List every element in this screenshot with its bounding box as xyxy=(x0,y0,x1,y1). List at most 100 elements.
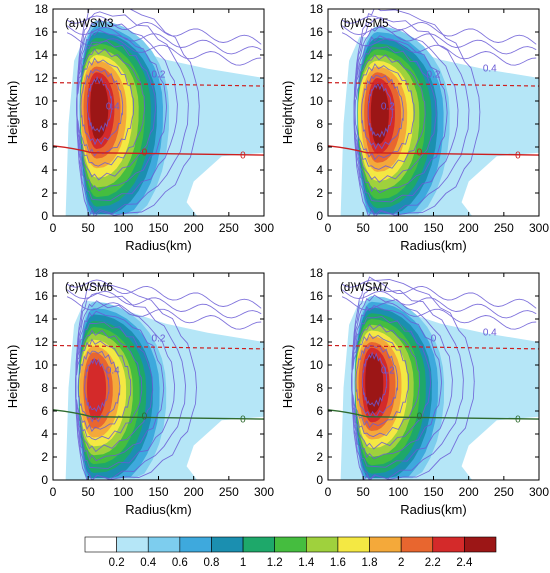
y-axis-label: Height(km) xyxy=(280,81,295,145)
contour-line xyxy=(87,75,113,133)
colorbar-tick-label: 2 xyxy=(398,557,404,569)
x-tick-label: 100 xyxy=(113,485,133,499)
contour-line xyxy=(362,351,388,407)
panel-3: 0 00.20.40 50 100 150 200 250 30002468101214161… xyxy=(5,266,274,517)
y-tick-label: 10 xyxy=(35,358,49,372)
x-tick-label: 300 xyxy=(529,221,549,235)
contour-value-label: 0 xyxy=(142,148,148,159)
contour-value-label: 0 xyxy=(515,414,521,425)
x-tick-label: 100 xyxy=(388,221,408,235)
y-tick-label: 0 xyxy=(41,209,48,223)
colorbar-tick-label: 0.4 xyxy=(140,557,157,569)
colorbar-swatch xyxy=(274,536,307,553)
contour-value-label: 0 xyxy=(417,148,423,159)
contour-line xyxy=(77,350,121,423)
colorbar-tick-label: 1.2 xyxy=(267,557,283,569)
y-tick-label: 16 xyxy=(35,25,49,39)
contour-line xyxy=(355,344,399,419)
colorbar-swatch xyxy=(369,536,402,553)
contour-value-label: 0.2 xyxy=(381,366,395,377)
contour-line-upper xyxy=(66,289,262,319)
y-tick-label: 14 xyxy=(35,312,49,326)
colorbar-swatch xyxy=(306,536,339,553)
y-tick-label: 4 xyxy=(316,163,323,177)
y-tick-label: 8 xyxy=(316,381,323,395)
y-tick-label: 10 xyxy=(35,94,49,108)
y-tick-label: 6 xyxy=(316,404,323,418)
x-tick-label: 300 xyxy=(254,485,274,499)
y-tick-label: 12 xyxy=(310,335,324,349)
contour-line-upper xyxy=(66,32,262,66)
colorbar-tick-label: 1 xyxy=(240,557,246,569)
contour-line xyxy=(353,54,426,170)
y-tick-label: 10 xyxy=(310,94,324,108)
x-axis-label: Radius(km) xyxy=(125,502,191,517)
reference-lines xyxy=(52,344,265,420)
colorbar-tick-label: 1.8 xyxy=(362,557,378,569)
y-tick-label: 14 xyxy=(310,312,324,326)
y-tick-label: 16 xyxy=(310,25,324,39)
reference-lines xyxy=(327,344,540,420)
y-tick-label: 6 xyxy=(41,404,48,418)
y-tick-label: 2 xyxy=(41,186,48,200)
x-tick-label: 300 xyxy=(254,221,274,235)
contour-value-label: 0.2 xyxy=(381,102,395,113)
colorbar: 0.2 0.4 0.6 0.8 1 1.2 1.4 1.6 1.8 2 2.2 2.4 xyxy=(84,536,497,569)
dashed-level-line xyxy=(327,82,540,87)
contour-value-label: 0.2 xyxy=(427,69,441,80)
contour-value-label: 0 xyxy=(431,333,437,344)
axes: 0 50 100 150 200 250 300 0 2 4 6 8 10 12 14 16 18 xyxy=(310,2,550,235)
contour-value-label: 0 xyxy=(240,414,246,425)
x-tick-label: 0 xyxy=(50,485,57,499)
contour-value-label: 0.4 xyxy=(106,102,120,113)
contour-value-label: 0.4 xyxy=(483,328,497,339)
contour-value-label: 0 xyxy=(142,412,148,423)
x-tick-label: 150 xyxy=(148,221,168,235)
contour-line-upper xyxy=(341,279,537,309)
contour-line-upper xyxy=(66,279,262,309)
contour-line xyxy=(84,357,110,413)
y-tick-label: 0 xyxy=(316,209,323,223)
y-tick-label: 12 xyxy=(35,71,49,85)
contour-line xyxy=(75,338,132,433)
x-tick-label: 150 xyxy=(423,221,443,235)
contour-value-label: 0.2 xyxy=(152,333,166,344)
y-tick-label: 6 xyxy=(316,140,323,154)
contour-value-label: 0 xyxy=(240,150,246,161)
x-tick-label: 100 xyxy=(113,221,133,235)
colorbar-tick-label: 0.2 xyxy=(109,557,125,569)
colorbar-swatch xyxy=(84,536,117,553)
x-tick-label: 200 xyxy=(184,221,204,235)
y-tick-label: 12 xyxy=(35,335,49,349)
x-axis-label: Radius(km) xyxy=(400,502,466,517)
dashed-level-line xyxy=(52,344,265,350)
panels-group: 0 00.20.40 50 100 150 200 250 30002468101214161… xyxy=(5,2,549,517)
x-tick-label: 300 xyxy=(529,485,549,499)
contour-line xyxy=(80,69,124,146)
panel-2: 0 00.20.20.40 50 100 150 200 250 30002468101214… xyxy=(280,2,549,253)
x-tick-label: 250 xyxy=(494,485,514,499)
reference-lines xyxy=(52,82,265,156)
colorbar-swatch xyxy=(337,536,370,553)
y-tick-label: 18 xyxy=(310,2,324,16)
x-tick-label: 100 xyxy=(388,485,408,499)
x-tick-label: 0 xyxy=(50,221,57,235)
y-tick-label: 12 xyxy=(310,71,324,85)
freezing-level-line xyxy=(52,145,265,156)
contour-value-label: 0.4 xyxy=(483,64,497,75)
colorbar-swatch xyxy=(147,536,181,553)
y-tick-label: 4 xyxy=(41,427,48,441)
colorbar-tick-label: 0.8 xyxy=(203,557,219,569)
y-tick-label: 18 xyxy=(35,266,49,280)
x-tick-label: 0 xyxy=(325,221,332,235)
colorbar-swatch xyxy=(400,536,434,553)
reference-lines xyxy=(327,82,540,156)
colorbar-tick-label: 1.6 xyxy=(330,557,346,569)
colorbar-tick-label: 2.4 xyxy=(456,557,473,569)
contour-line-upper xyxy=(66,25,262,55)
x-tick-label: 200 xyxy=(184,485,204,499)
colorbar-tick-label: 1.4 xyxy=(298,557,315,569)
panel-1: 0 00.20.40 50 100 150 200 250 30002468101214161… xyxy=(5,2,274,253)
contour-fill-level-11 xyxy=(87,358,107,420)
